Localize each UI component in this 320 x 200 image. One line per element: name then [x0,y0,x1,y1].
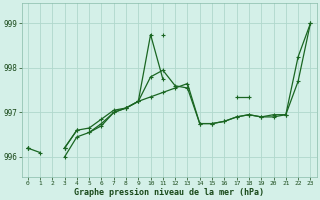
X-axis label: Graphe pression niveau de la mer (hPa): Graphe pression niveau de la mer (hPa) [74,188,264,197]
